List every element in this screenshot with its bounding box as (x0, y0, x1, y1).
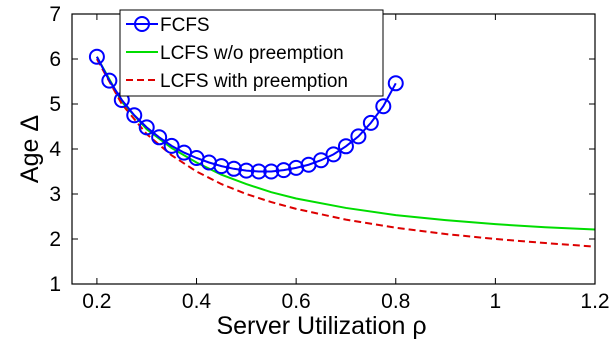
y-tick-label: 3 (49, 183, 61, 206)
series-line-1 (96, 56, 596, 231)
y-tick-label: 1 (49, 273, 61, 296)
y-axis-label: Age Δ (16, 115, 44, 183)
data-point (387, 75, 404, 92)
x-tick-label: 1.2 (580, 290, 609, 313)
y-tick-label: 4 (49, 138, 61, 161)
data-point (362, 114, 379, 131)
y-tick-label: 5 (49, 93, 61, 116)
series-line-2 (96, 58, 596, 248)
x-tick-label: 1 (490, 290, 502, 313)
axis-ticks: 0.2 0.4 0.6 0.8 1 1.2 1 2 3 4 5 6 7 (49, 3, 609, 313)
data-point (325, 146, 342, 163)
x-axis-label: Server Utilization ρ (216, 312, 426, 340)
data-point (250, 163, 267, 180)
series-line-0 (96, 56, 397, 173)
y-tick-label: 7 (49, 3, 61, 26)
data-point (163, 137, 180, 154)
data-point (101, 72, 118, 89)
data-point (238, 162, 255, 179)
data-point (126, 107, 143, 124)
x-tick-label: 0.4 (182, 290, 212, 313)
legend-box (119, 9, 384, 97)
x-tick-label: 0.6 (282, 290, 311, 313)
data-point (151, 129, 168, 146)
legend-entry-label: FCFS (160, 15, 210, 36)
data-point (337, 138, 354, 155)
data-point (375, 98, 392, 115)
data-point (350, 128, 367, 145)
legend-entry-label: LCFS w/o preemption (160, 43, 344, 64)
legend-marker (134, 16, 150, 32)
x-tick-label: 0.8 (381, 290, 410, 313)
legend: FCFS LCFS w/o preemption LCFS with preempt… (119, 9, 384, 97)
legend-entry-label: LCFS with preemption (160, 71, 348, 92)
data-point (263, 163, 280, 180)
x-tick-label: 0.2 (82, 290, 111, 313)
y-tick-label: 2 (49, 228, 61, 251)
data-point (275, 162, 292, 179)
data-point (88, 48, 105, 65)
series-layer (88, 48, 596, 248)
y-tick-label: 6 (49, 48, 61, 71)
data-point (225, 160, 242, 177)
data-point (138, 119, 155, 136)
